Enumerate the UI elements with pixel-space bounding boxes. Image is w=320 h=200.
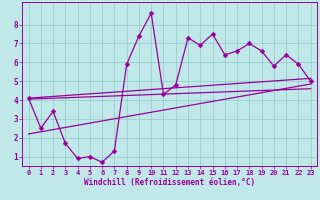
X-axis label: Windchill (Refroidissement éolien,°C): Windchill (Refroidissement éolien,°C) — [84, 178, 255, 187]
